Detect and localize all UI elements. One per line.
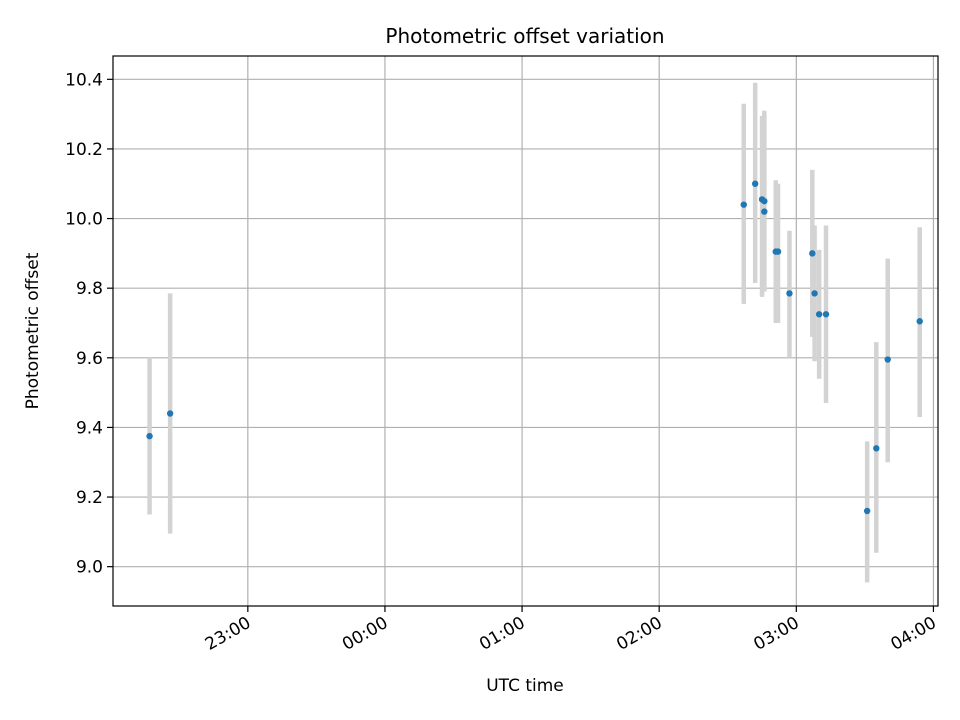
data-point [786, 290, 793, 297]
y-axis-label: Photometric offset [23, 252, 43, 409]
y-tick-label: 10.2 [65, 140, 103, 160]
data-point [146, 432, 153, 440]
plot-frame [112, 55, 939, 607]
y-tick-label: 9.4 [76, 418, 103, 438]
grid [113, 56, 938, 606]
data-point [751, 180, 759, 187]
data-point [863, 507, 871, 515]
data-point [761, 197, 768, 205]
y-tick-label: 9.0 [76, 558, 103, 578]
chart-title: Photometric offset variation [385, 24, 664, 48]
y-tick-label: 9.8 [76, 279, 103, 299]
data-point [166, 410, 174, 417]
y-axis: 9.0 9.2 9.4 9.6 9.8 10.0 10.2 10.4 [65, 70, 113, 578]
data-point [774, 248, 782, 255]
data-point [809, 250, 816, 257]
data-point [873, 445, 880, 452]
data-points [146, 180, 923, 515]
y-tick-label: 9.2 [76, 488, 103, 508]
x-axis-label: UTC time [486, 676, 564, 696]
data-point [916, 318, 923, 325]
data-point [822, 311, 830, 318]
data-point [884, 356, 891, 363]
data-point [815, 311, 823, 318]
data-point [740, 201, 747, 208]
data-point [761, 208, 768, 215]
y-tick-label: 10.4 [65, 70, 103, 90]
data-point [811, 290, 818, 297]
y-tick-label: 10.0 [65, 210, 103, 230]
y-tick-label: 9.6 [76, 349, 103, 369]
